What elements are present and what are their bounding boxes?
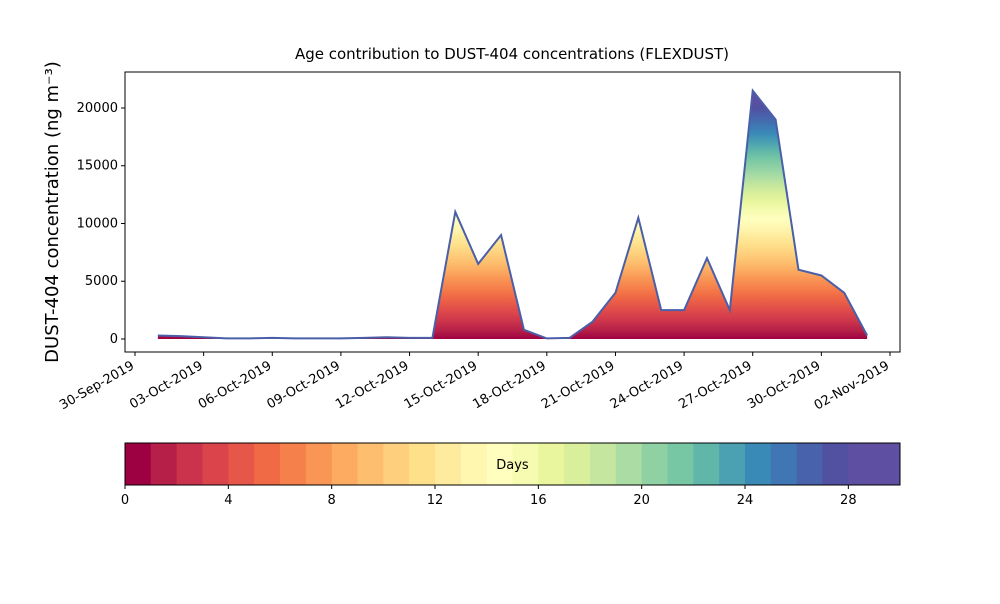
colorbar-cell [641,443,668,485]
colorbar-tick-label: 4 [224,493,232,508]
colorbar-cell [745,443,772,485]
colorbar-cell [822,443,849,485]
colorbar-cell [357,443,384,485]
y-axis-label: DUST-404 concentration (ng m⁻³) [42,61,63,363]
colorbar-tick-label: 16 [530,493,547,508]
colorbar-cell [796,443,823,485]
colorbar-cell [331,443,358,485]
colorbar-frame [124,442,901,486]
y-tick-label: 5000 [85,274,118,289]
x-tick-label: 09-Oct-2019 [265,358,343,412]
chart-title: Age contribution to DUST-404 concentrati… [295,45,729,63]
x-tick-label: 03-Oct-2019 [127,358,205,412]
colorbar-tick-label: 12 [427,493,444,508]
total-line [157,88,869,340]
y-tick-label: 20000 [77,101,118,116]
colorbar-cell [280,443,307,485]
x-tick-label: 06-Oct-2019 [196,358,274,412]
colorbar-cell [305,443,333,485]
colorbar-cell [150,443,178,485]
y-tick-label: 10000 [77,216,118,231]
colorbar-cell [228,443,255,485]
colorbar-cell [176,443,203,485]
colorbar-cell [512,443,539,485]
x-tick-label: 15-Oct-2019 [402,358,480,412]
x-tick-label: 30-Oct-2019 [745,358,823,412]
x-tick-label: 12-Oct-2019 [333,358,411,412]
colorbar-cell [486,443,513,485]
colorbar-cell [590,443,617,485]
colorbar-cell [874,443,901,485]
plot-frame [124,71,901,353]
colorbar-cell [770,443,798,485]
age-area [157,90,868,339]
colorbar-cell [719,443,746,485]
colorbar-cell [693,443,720,485]
colorbar-cell [460,443,488,485]
x-tick-label: 18-Oct-2019 [470,358,548,412]
colorbar-cell [538,443,565,485]
colorbar-tick-label: 0 [121,493,129,508]
y-tick-label: 0 [110,332,118,347]
colorbar-cell [667,443,694,485]
colorbar-cell [202,443,229,485]
colorbar-tick-label: 20 [633,493,650,508]
colorbar-cell [254,443,281,485]
colorbar-cell [615,443,643,485]
colorbar-tick-label: 8 [328,493,336,508]
x-tick-label: 27-Oct-2019 [676,358,754,412]
x-tick-label: 02-Nov-2019 [812,358,892,413]
colorbar-cell [383,443,410,485]
colorbar-cell [435,443,462,485]
colorbar-cell [564,443,591,485]
x-tick-label: 21-Oct-2019 [539,358,617,412]
colorbar-tick-label: 24 [737,493,754,508]
x-tick-label: 24-Oct-2019 [608,358,686,412]
colorbar-tick-label: 28 [840,493,857,508]
colorbar-cell [125,443,152,485]
x-tick-label: 30-Sep-2019 [57,358,137,413]
colorbar-cell [409,443,436,485]
y-tick-label: 15000 [77,159,118,174]
colorbar-cell [848,443,875,485]
colorbar-label: Days [496,458,529,473]
